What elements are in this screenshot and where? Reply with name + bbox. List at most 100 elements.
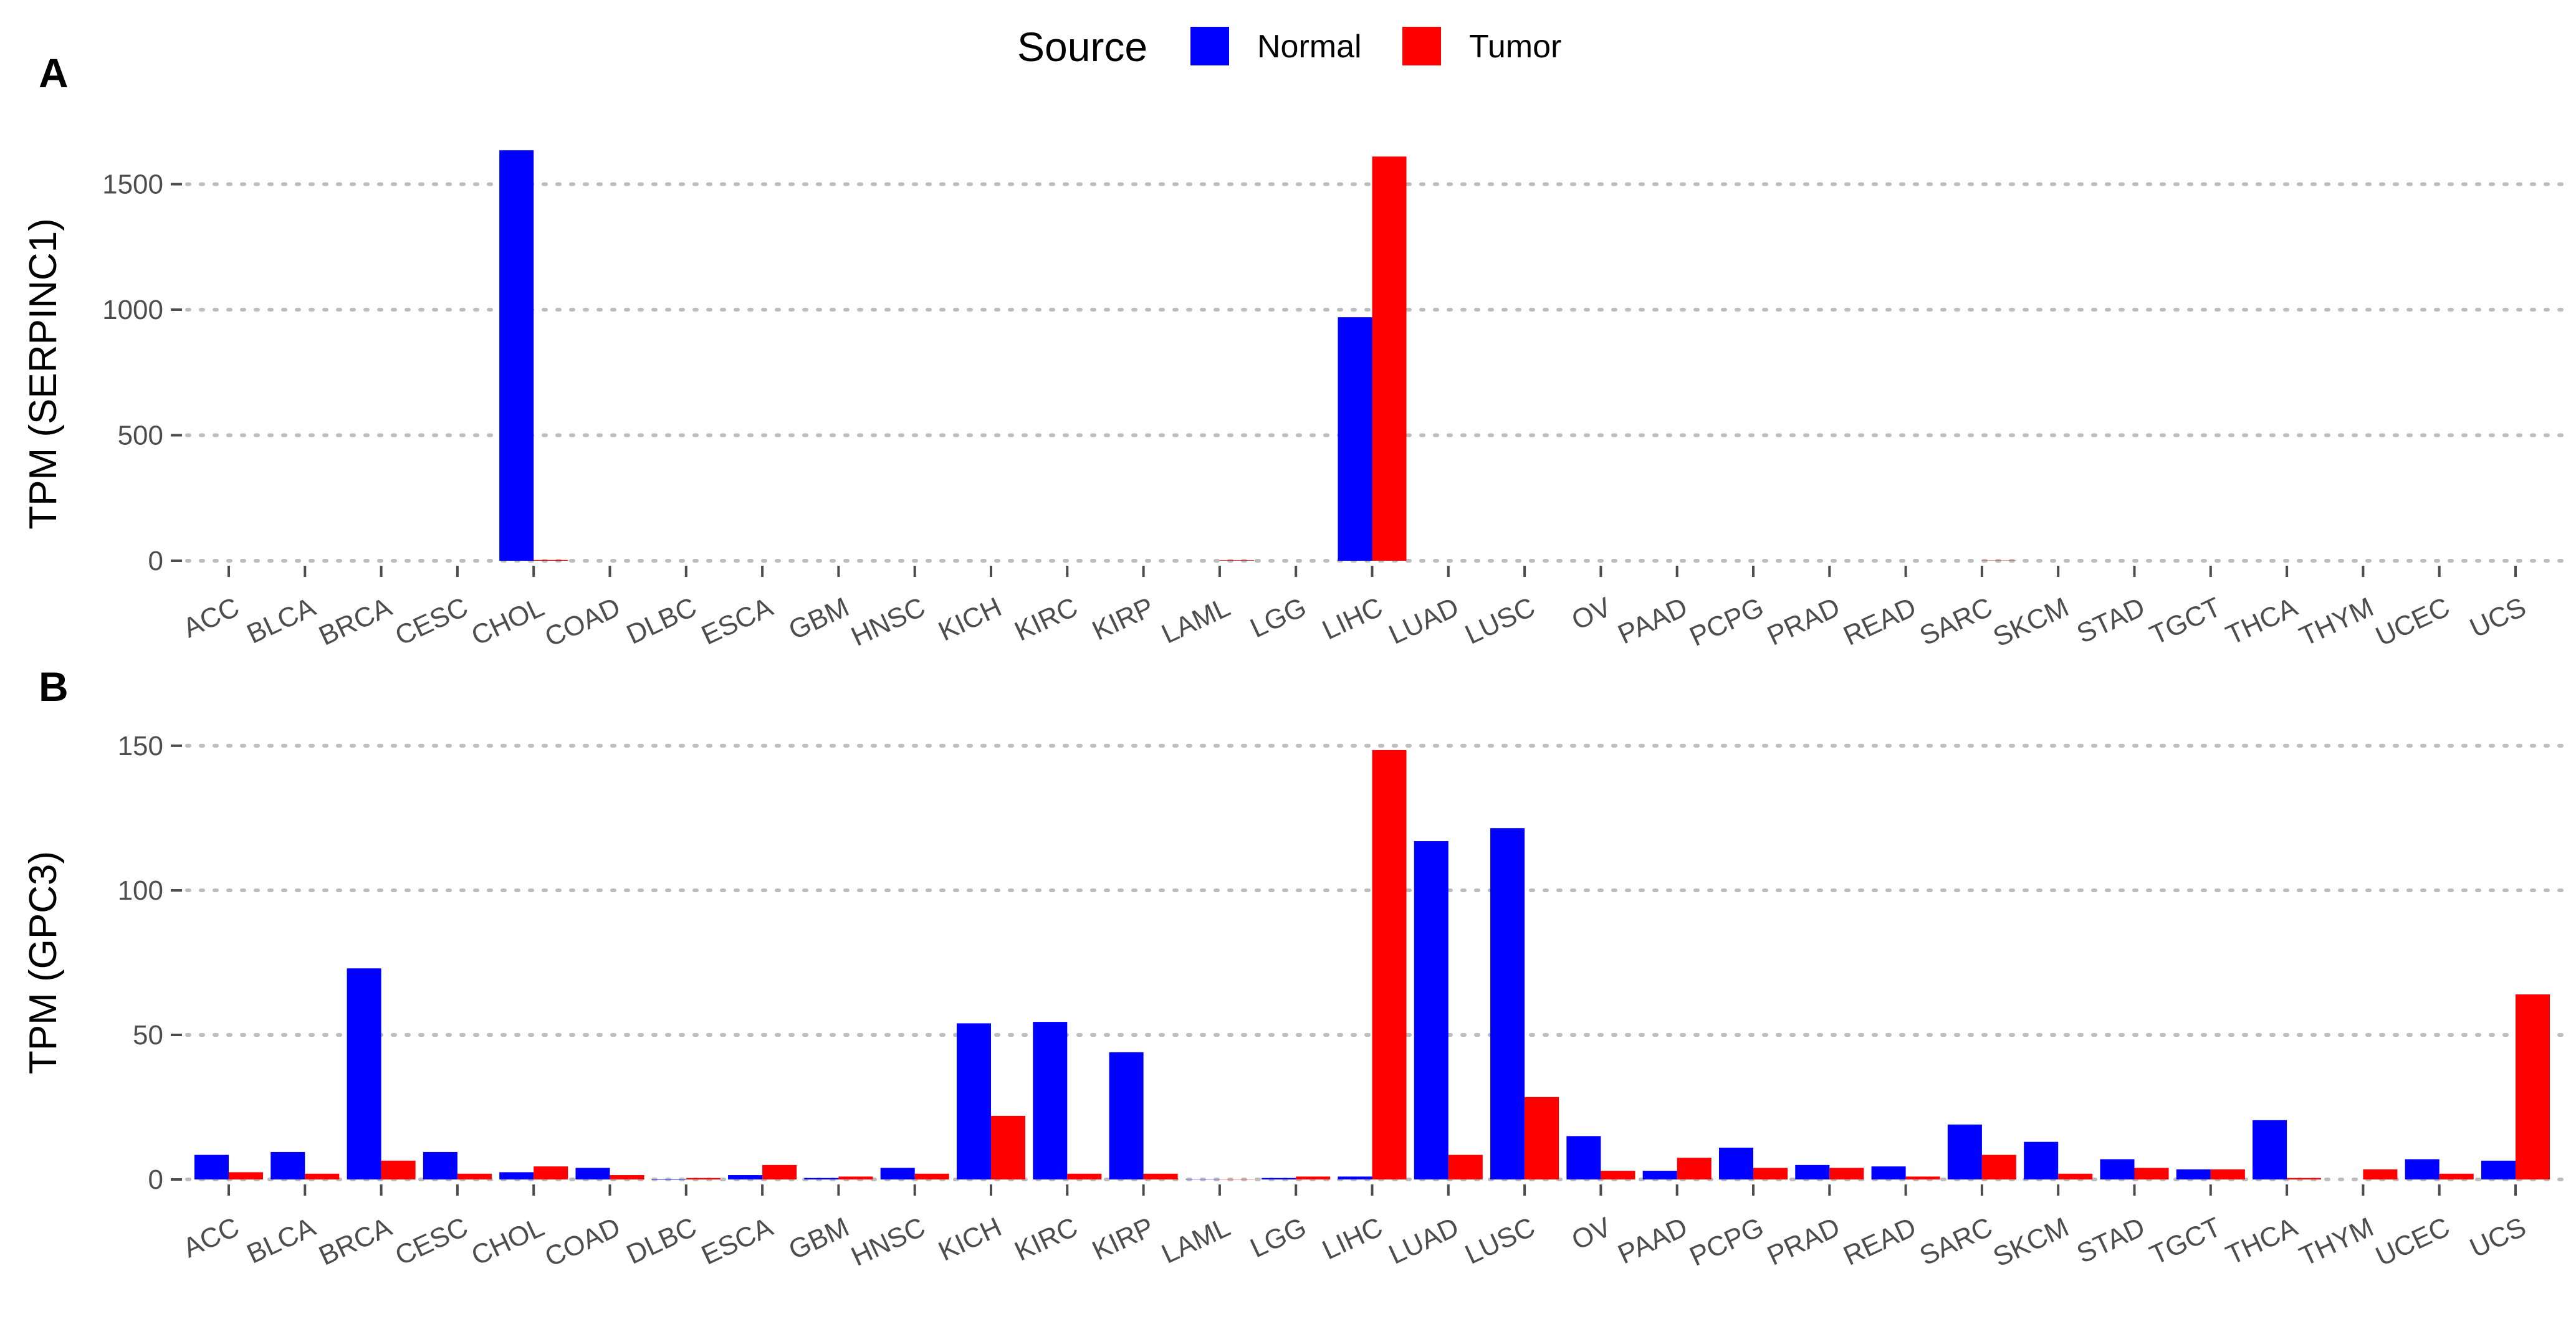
bar-normal-brca bbox=[347, 968, 381, 1179]
y-tick-label: 0 bbox=[148, 1164, 163, 1195]
x-tick-label: PAAD bbox=[1614, 1212, 1692, 1270]
bar-normal-tgct bbox=[2176, 1169, 2211, 1179]
bar-tumor-stad bbox=[2134, 1168, 2169, 1179]
x-tick-label: DLBC bbox=[622, 1212, 701, 1270]
x-tick-label: GBM bbox=[784, 1212, 854, 1266]
x-tick-label: SARC bbox=[1915, 1212, 1998, 1272]
bar-normal-skcm bbox=[2024, 1141, 2059, 1179]
x-tick-label: ESCA bbox=[697, 591, 778, 650]
x-tick-label: KIRC bbox=[1010, 592, 1083, 647]
bar-normal-hnsc bbox=[880, 1168, 915, 1179]
bar-normal-thca bbox=[2253, 1120, 2287, 1179]
x-tick-label: LUAD bbox=[1384, 592, 1463, 650]
x-tick-label: KIRP bbox=[1088, 1212, 1159, 1267]
x-tick-label: COAD bbox=[540, 592, 625, 653]
bar-normal-ucec bbox=[2405, 1159, 2440, 1179]
legend-label-tumor: Tumor bbox=[1469, 29, 1561, 65]
x-tick-label: SKCM bbox=[1989, 1212, 2074, 1273]
bar-normal-acc bbox=[194, 1155, 229, 1179]
x-tick-label: COAD bbox=[540, 1212, 625, 1273]
panel-a-ylabel: TPM (SERPINC1) bbox=[22, 218, 65, 529]
y-tick-label: 0 bbox=[148, 546, 163, 576]
x-tick-label: READ bbox=[1839, 1212, 1921, 1272]
bar-tumor-lihc bbox=[1372, 750, 1407, 1179]
x-tick-label: BLCA bbox=[242, 1211, 320, 1269]
x-tick-label: STAD bbox=[2072, 592, 2150, 650]
x-tick-label: UCS bbox=[2465, 1212, 2531, 1264]
x-tick-label: LUAD bbox=[1384, 1212, 1463, 1270]
x-tick-label: KICH bbox=[934, 592, 1006, 647]
bar-tumor-thym bbox=[2363, 1169, 2398, 1179]
legend-label-normal: Normal bbox=[1257, 29, 1362, 65]
bar-normal-ov bbox=[1566, 1136, 1601, 1179]
x-tick-label: CHOL bbox=[467, 1212, 549, 1272]
bar-tumor-tgct bbox=[2210, 1169, 2245, 1179]
bar-tumor-ucec bbox=[2439, 1173, 2474, 1179]
x-tick-label: LGG bbox=[1246, 1212, 1311, 1264]
x-tick-label: KICH bbox=[934, 1212, 1006, 1267]
bar-normal-kirc bbox=[1033, 1022, 1068, 1179]
x-tick-label: UCS bbox=[2465, 592, 2531, 644]
bar-tumor-ucs bbox=[2516, 994, 2550, 1179]
bar-normal-blca bbox=[271, 1151, 305, 1179]
bar-normal-stad bbox=[2100, 1159, 2135, 1179]
x-tick-label: UCEC bbox=[2371, 1212, 2454, 1272]
x-tick-label: PCPG bbox=[1685, 592, 1768, 652]
legend: Source Normal Tumor bbox=[1017, 24, 1561, 70]
x-tick-label: ACC bbox=[178, 592, 244, 644]
x-tick-label: THYM bbox=[2295, 592, 2378, 652]
bar-tumor-pcpg bbox=[1753, 1168, 1788, 1179]
bar-normal-esca bbox=[728, 1175, 763, 1179]
bar-normal-coad bbox=[575, 1168, 610, 1179]
x-tick-label: BRCA bbox=[314, 591, 396, 651]
legend-swatch-tumor bbox=[1402, 27, 1441, 65]
panel-b-tag: B bbox=[39, 664, 69, 710]
bar-tumor-laml bbox=[1219, 560, 1254, 561]
bar-tumor-chol bbox=[534, 560, 568, 561]
bar-tumor-coad bbox=[610, 1175, 644, 1179]
x-tick-label: KIRC bbox=[1010, 1212, 1083, 1267]
x-tick-label: OV bbox=[1567, 1211, 1616, 1256]
x-tick-label: THYM bbox=[2295, 1212, 2378, 1272]
x-tick-label: LAML bbox=[1157, 592, 1235, 650]
bar-tumor-thca bbox=[2287, 1178, 2322, 1179]
bar-normal-lgg bbox=[1262, 1178, 1296, 1179]
x-tick-label: SKCM bbox=[1989, 592, 2074, 653]
bar-normal-prad bbox=[1795, 1164, 1830, 1179]
y-tick-label: 150 bbox=[118, 731, 163, 761]
x-tick-label: BRCA bbox=[314, 1211, 396, 1271]
bar-tumor-skcm bbox=[2058, 1173, 2093, 1179]
bar-normal-chol bbox=[499, 150, 534, 561]
y-tick-label: 1000 bbox=[102, 295, 163, 325]
bar-tumor-read bbox=[1905, 1176, 1940, 1179]
bar-tumor-gbm bbox=[838, 1176, 873, 1179]
bar-tumor-luad bbox=[1448, 1155, 1483, 1179]
bar-normal-luad bbox=[1414, 841, 1448, 1179]
bar-tumor-chol bbox=[534, 1166, 568, 1179]
bar-tumor-brca bbox=[381, 1160, 416, 1179]
x-tick-label: LGG bbox=[1246, 592, 1311, 644]
x-tick-label: PAAD bbox=[1614, 592, 1692, 650]
x-tick-label: KIRP bbox=[1088, 592, 1159, 647]
x-tick-label: PCPG bbox=[1685, 1212, 1768, 1272]
x-tick-label: PRAD bbox=[1763, 1212, 1845, 1272]
x-tick-label: LIHC bbox=[1318, 592, 1387, 646]
bar-tumor-kirp bbox=[1143, 1173, 1178, 1179]
bar-normal-sarc bbox=[1947, 1124, 1982, 1179]
bar-tumor-cesc bbox=[457, 1173, 492, 1179]
y-tick-label: 100 bbox=[118, 875, 163, 906]
x-tick-label: TGCT bbox=[2145, 592, 2226, 651]
x-tick-label: TGCT bbox=[2145, 1212, 2226, 1271]
x-tick-label: LUSC bbox=[1460, 592, 1539, 650]
x-tick-label: SARC bbox=[1915, 592, 1998, 652]
bar-normal-ucs bbox=[2481, 1160, 2516, 1179]
bar-normal-kich bbox=[956, 1023, 991, 1179]
x-tick-label: DLBC bbox=[622, 592, 701, 650]
x-tick-label: READ bbox=[1839, 592, 1921, 652]
bar-normal-chol bbox=[499, 1172, 534, 1179]
panel-b-plot: 0 50 100 150 ACCBLCABRCACESCCHOLCOADDLBCESCA… bbox=[118, 731, 2564, 1273]
bar-tumor-kirc bbox=[1067, 1173, 1102, 1179]
y-tick-label: 50 bbox=[133, 1020, 163, 1050]
panel-a-plot: 0 500 1000 1500 ACCBLCABRCACESCCHOLCOADDLBCE… bbox=[102, 150, 2564, 653]
